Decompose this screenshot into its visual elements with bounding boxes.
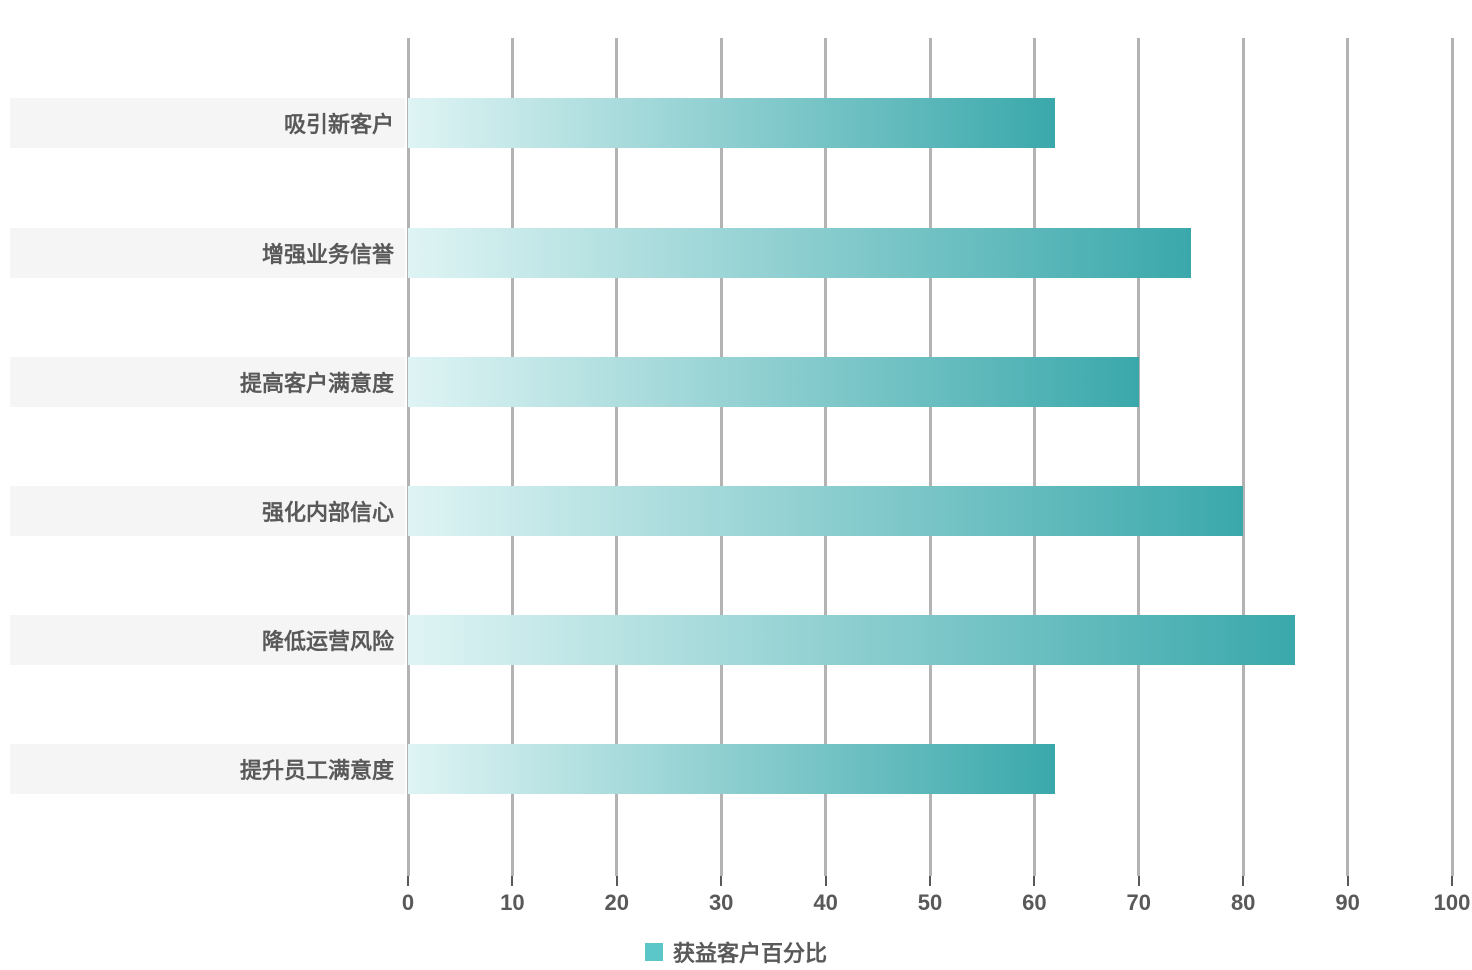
x-tick-label: 70: [1127, 890, 1151, 916]
x-tick-mark: [1033, 876, 1035, 886]
gridline: [1137, 38, 1140, 876]
bar: [408, 228, 1191, 278]
gridline: [1242, 38, 1245, 876]
x-tick-mark: [1347, 876, 1349, 886]
x-tick-label: 40: [813, 890, 837, 916]
x-tick-mark: [511, 876, 513, 886]
x-tick-label: 80: [1231, 890, 1255, 916]
y-category-label: 吸引新客户: [14, 107, 394, 139]
gridline: [1451, 38, 1454, 876]
x-tick-label: 90: [1335, 890, 1359, 916]
x-tick-mark: [720, 876, 722, 886]
x-tick-label: 30: [709, 890, 733, 916]
bar: [408, 744, 1055, 794]
x-tick-mark: [825, 876, 827, 886]
x-tick-label: 60: [1022, 890, 1046, 916]
x-tick-mark: [407, 876, 409, 886]
bar: [408, 486, 1243, 536]
y-category-label: 提升员工满意度: [14, 753, 394, 785]
x-tick-label: 20: [605, 890, 629, 916]
x-tick-label: 0: [402, 890, 414, 916]
x-tick-label: 10: [500, 890, 524, 916]
legend: 获益客户百分比: [645, 936, 827, 968]
bar: [408, 357, 1139, 407]
x-tick-mark: [1138, 876, 1140, 886]
bar: [408, 615, 1295, 665]
x-tick-label: 50: [918, 890, 942, 916]
y-category-label: 增强业务信誉: [14, 237, 394, 269]
y-category-label: 提高客户满意度: [14, 366, 394, 398]
bar: [408, 98, 1055, 148]
x-tick-mark: [616, 876, 618, 886]
gridline: [1346, 38, 1349, 876]
x-tick-mark: [929, 876, 931, 886]
legend-swatch: [645, 943, 663, 961]
y-category-label: 强化内部信心: [14, 495, 394, 527]
legend-label: 获益客户百分比: [673, 936, 827, 968]
bar-chart: 获益客户百分比 0102030405060708090100吸引新客户增强业务信…: [10, 10, 1462, 960]
y-category-label: 降低运营风险: [14, 624, 394, 656]
x-tick-mark: [1242, 876, 1244, 886]
x-tick-label: 100: [1434, 890, 1471, 916]
x-tick-mark: [1451, 876, 1453, 886]
